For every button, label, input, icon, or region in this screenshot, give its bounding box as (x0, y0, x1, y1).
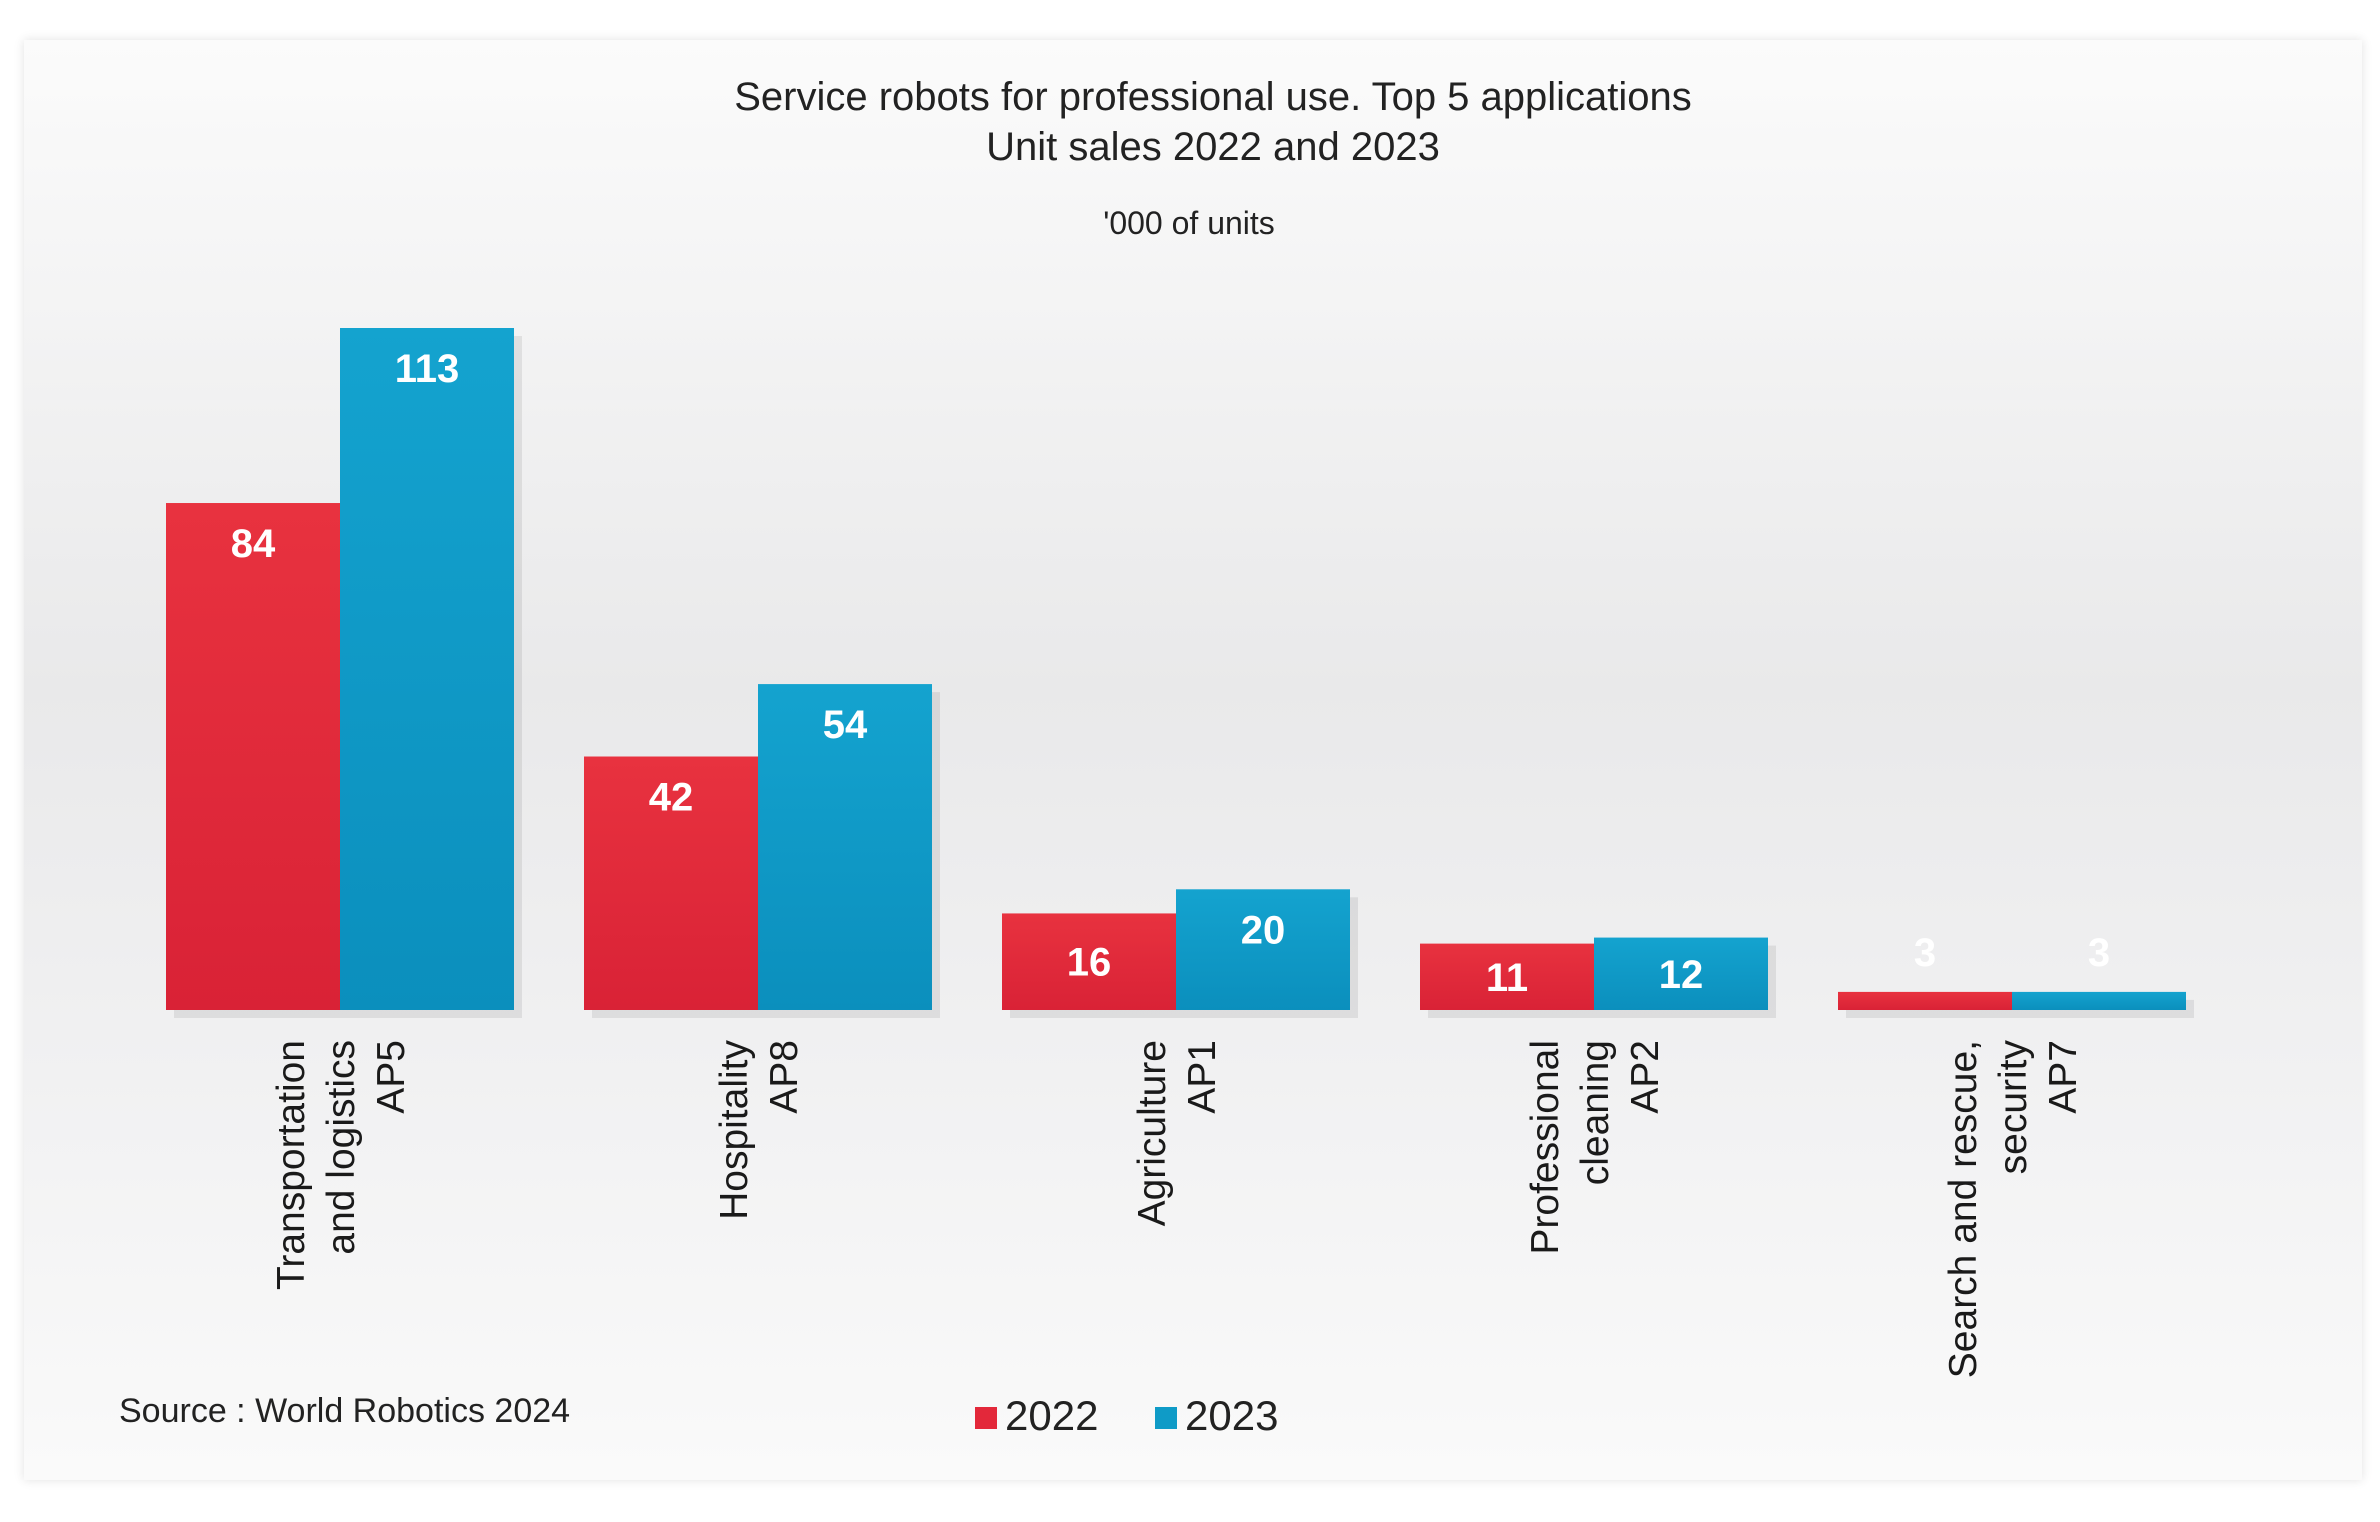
legend-label-2023: 2023 (1185, 1392, 1278, 1439)
category-label-line: AP7 (2042, 1040, 2085, 1114)
data-label-2023-4: 3 (2088, 931, 2110, 975)
bar-2022-2 (1002, 913, 1176, 1010)
category-label-line: Transportation (270, 1040, 313, 1290)
bar-2023-1 (758, 684, 932, 1010)
value-labels-layer: 84 113 42 54 16 20 11 12 3 3 (231, 347, 2110, 1000)
category-label-line: and logistics (320, 1040, 363, 1255)
category-label-line: Hospitality (713, 1040, 756, 1220)
data-label-2022-2: 16 (1067, 941, 1112, 985)
source-note: Source : World Robotics 2024 (119, 1392, 570, 1430)
category-label-4: Search and rescue, security AP7 (1942, 1040, 2085, 1379)
category-label-line: security (1992, 1040, 2035, 1175)
category-label-line: AP2 (1624, 1040, 1667, 1114)
data-label-2022-4: 3 (1914, 931, 1936, 975)
data-label-2022-1: 42 (649, 776, 694, 820)
y-unit-label: '000 of units (1103, 205, 1275, 241)
category-label-line: AP8 (763, 1040, 806, 1114)
bar-2023-3 (1594, 937, 1768, 1010)
legend-label-2022: 2022 (1005, 1392, 1098, 1439)
bars-layer (166, 328, 2194, 1018)
data-label-2022-3: 11 (1486, 956, 1528, 1000)
data-label-2022-0: 84 (231, 522, 276, 566)
category-label-line: AP1 (1181, 1040, 1224, 1114)
chart-subtitle: Unit sales 2022 and 2023 (986, 125, 1440, 169)
bar-2022-4 (1838, 991, 2012, 1010)
category-label-line: Agriculture (1131, 1040, 1174, 1226)
bar-2022-3 (1420, 943, 1594, 1010)
category-labels-layer: Transportation and logistics AP5 Hospitalit… (270, 1040, 2085, 1379)
bar-2022-1 (584, 756, 758, 1010)
category-label-1: Hospitality AP8 (713, 1040, 806, 1220)
category-label-0: Transportation and logistics AP5 (270, 1040, 413, 1290)
bar-2023-4 (2012, 991, 2186, 1010)
bar-2022-0 (166, 503, 340, 1010)
bar-2023-2 (1176, 889, 1350, 1010)
category-label-line: Search and rescue, (1942, 1040, 1985, 1378)
chart-title: Service robots for professional use. Top… (734, 75, 1692, 119)
bar-2023-0 (340, 328, 514, 1010)
category-label-2: Agriculture AP1 (1131, 1040, 1224, 1226)
legend-swatch-2022 (975, 1407, 997, 1429)
category-label-line: AP5 (370, 1040, 413, 1114)
bar-chart: Service robots for professional use. Top… (119, 75, 2194, 1439)
chart-frame: Service robots for professional use. Top… (24, 40, 2362, 1480)
data-label-2023-3: 12 (1659, 953, 1704, 997)
category-label-line: cleaning (1574, 1040, 1617, 1185)
legend: 2022 2023 (975, 1392, 1278, 1439)
data-label-2023-2: 20 (1241, 908, 1286, 952)
category-label-3: Professional cleaning AP2 (1524, 1040, 1667, 1255)
data-label-2023-1: 54 (823, 703, 868, 747)
legend-swatch-2023 (1155, 1407, 1177, 1429)
data-label-2023-0: 113 (395, 347, 460, 391)
category-label-line: Professional (1524, 1040, 1567, 1255)
